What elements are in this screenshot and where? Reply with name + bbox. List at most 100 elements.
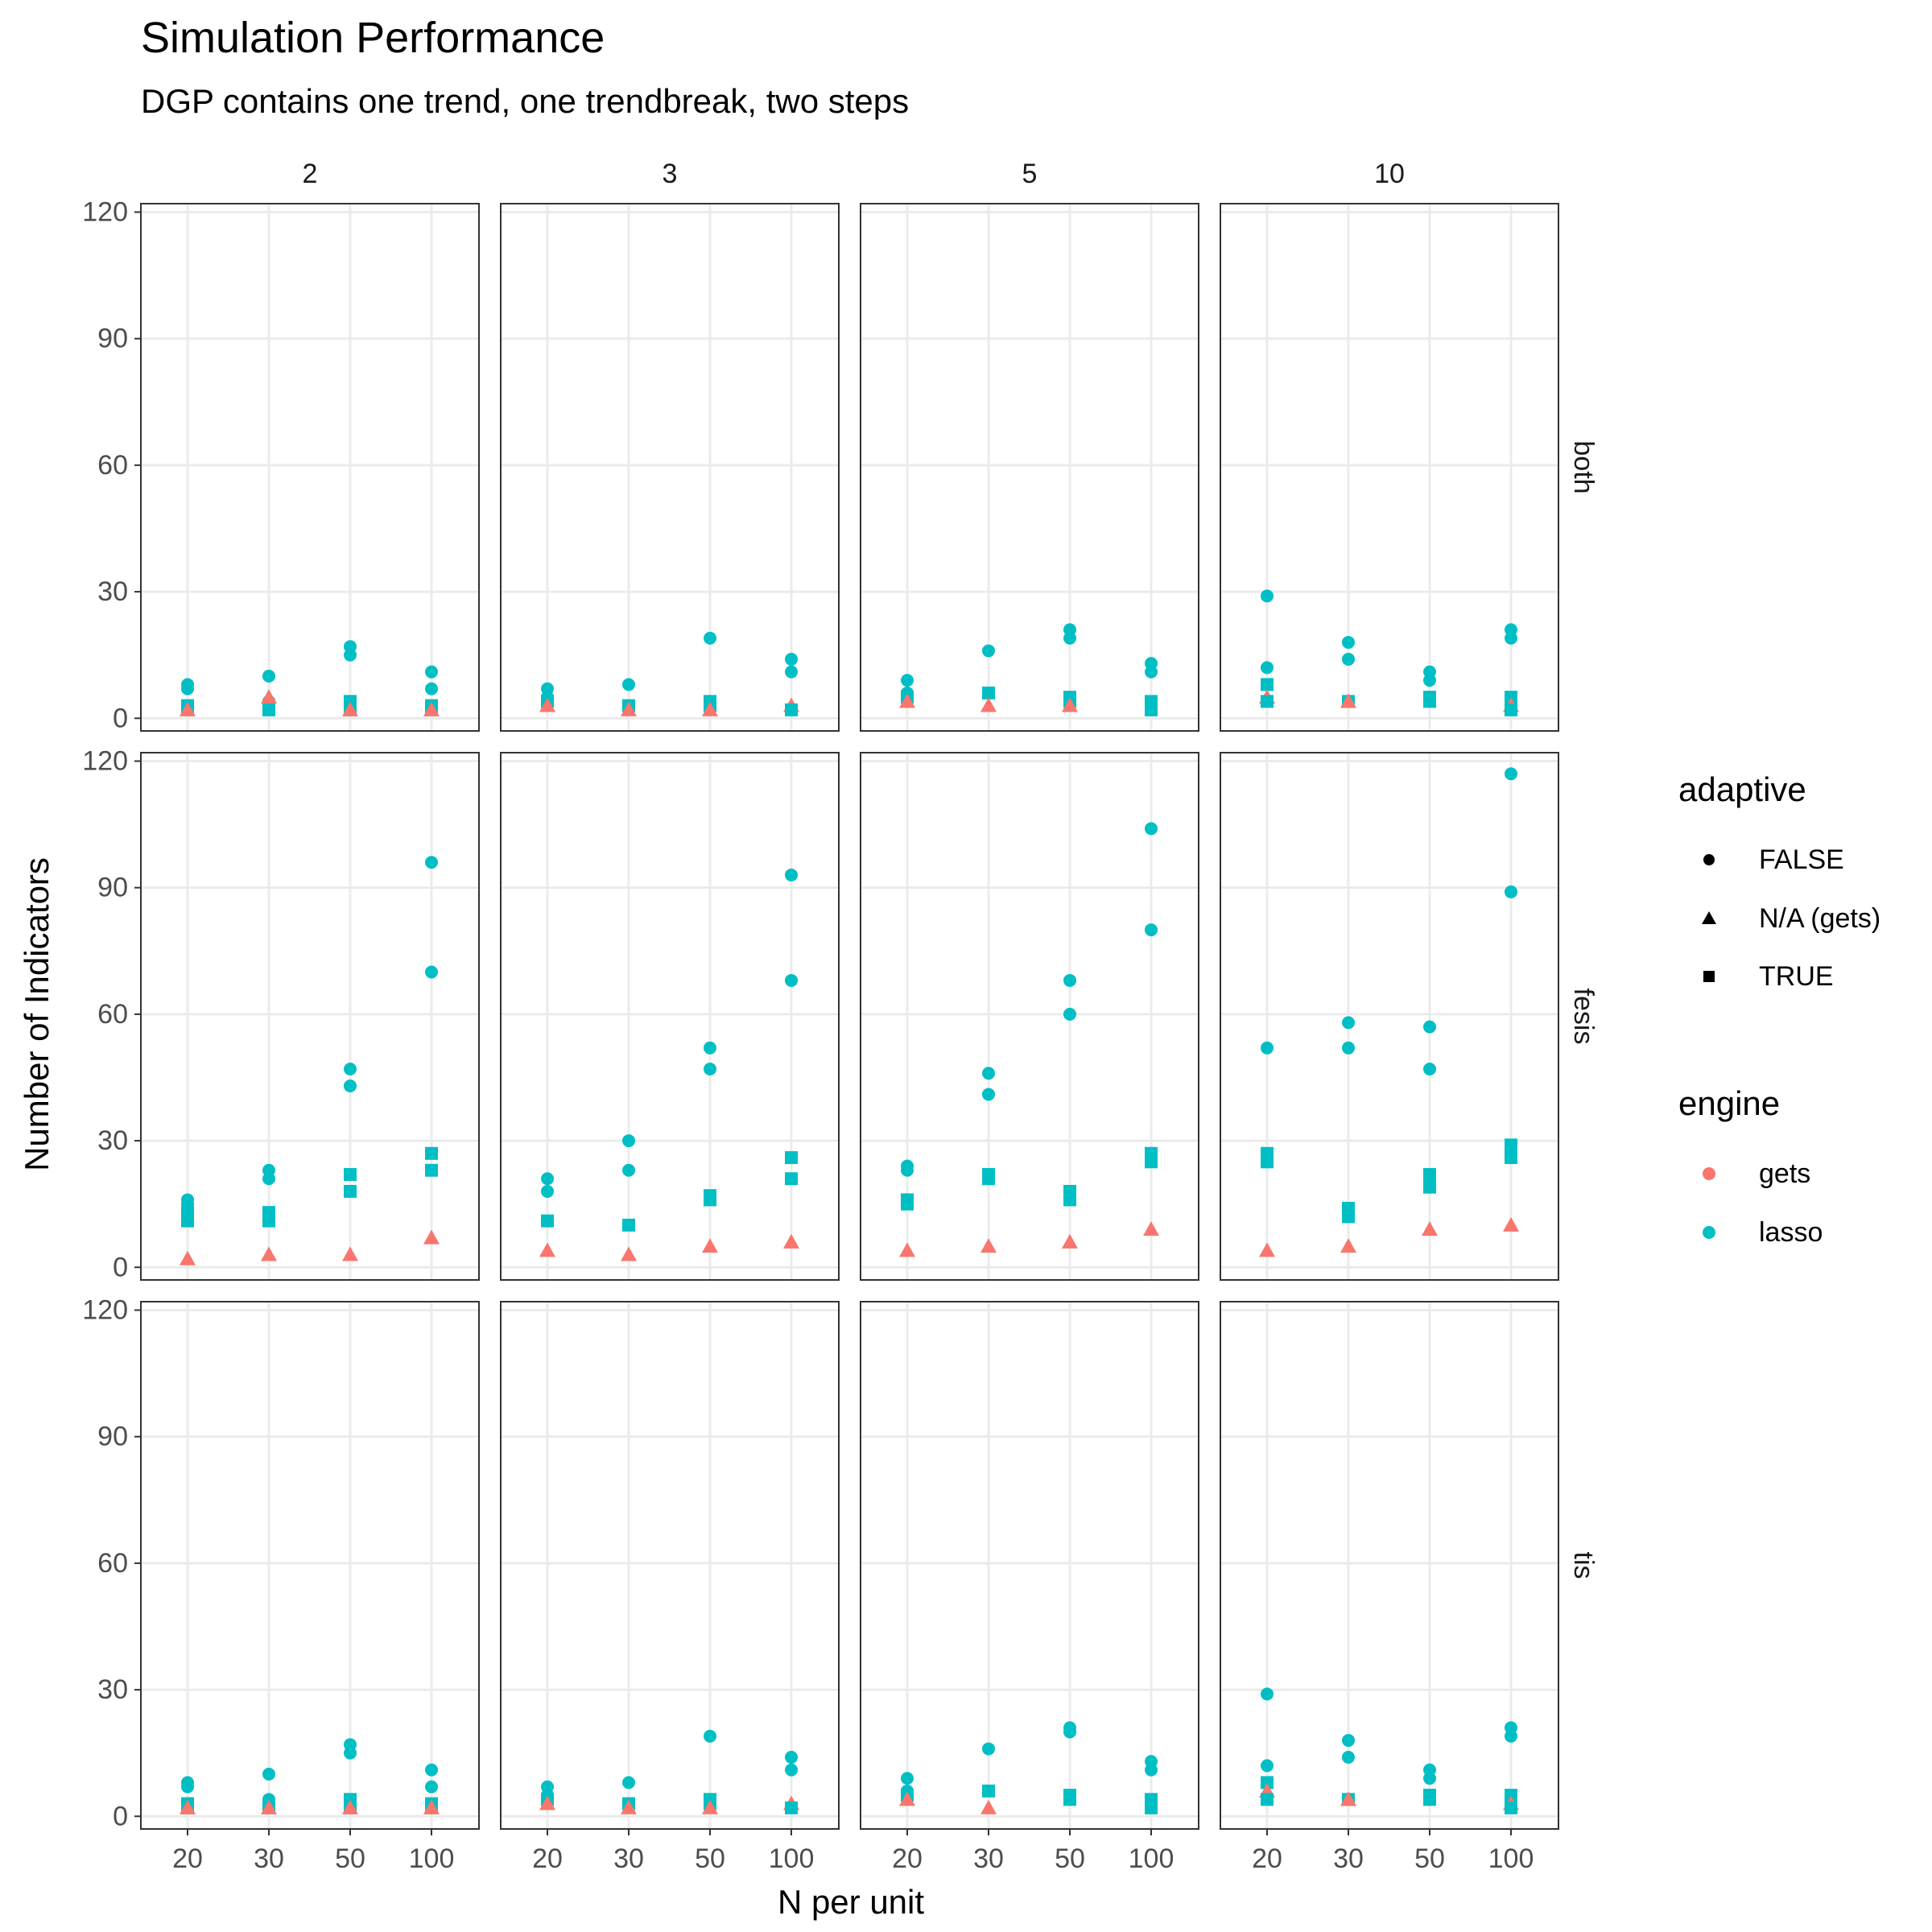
data-point — [1505, 631, 1517, 645]
data-point — [1261, 661, 1274, 675]
facet-panels: 2 3 5 10 both fesis tis 0 30 60 90 120 0 30 60 90 120 0 30… — [82, 159, 1599, 1874]
data-point — [1342, 652, 1355, 666]
data-point — [344, 1184, 357, 1198]
legend-key — [1703, 971, 1715, 982]
panel-border — [500, 752, 840, 1281]
panel-tis-5: 20 30 50 100 — [860, 1301, 1199, 1874]
data-point — [622, 678, 635, 691]
legend: adaptive FALSE N/A (gets) TRUE engine gets las… — [1678, 770, 1880, 1248]
data-point — [899, 1791, 915, 1806]
data-point — [1063, 631, 1076, 645]
panel-border — [140, 203, 480, 732]
legend-label: TRUE — [1759, 961, 1834, 992]
data-point — [181, 1214, 194, 1228]
facet-column-label: 5 — [1022, 159, 1038, 189]
data-point — [425, 1763, 438, 1777]
data-point — [901, 1163, 914, 1177]
x-tick-label: 20 — [1252, 1843, 1282, 1874]
data-point — [262, 1767, 275, 1781]
data-point — [1261, 589, 1274, 603]
data-point — [982, 1742, 995, 1756]
data-point — [901, 674, 914, 687]
data-point — [899, 693, 915, 708]
data-point — [541, 1184, 554, 1198]
panel-border — [860, 203, 1199, 732]
data-point — [1145, 1155, 1158, 1169]
panel-tis-2: 0 30 60 90 120 20 30 50 100 — [82, 1294, 480, 1874]
data-point — [622, 1163, 635, 1177]
data-point — [704, 1041, 716, 1055]
data-point — [1423, 1772, 1436, 1785]
panel-border — [1220, 752, 1559, 1281]
y-tick-label: 30 — [97, 1125, 128, 1156]
data-point — [704, 1729, 716, 1743]
x-tick-label: 20 — [532, 1843, 563, 1874]
y-tick-label: 30 — [97, 1674, 128, 1705]
data-point — [1503, 1216, 1519, 1232]
data-point — [425, 1780, 438, 1794]
data-point — [785, 1801, 798, 1814]
data-point — [1505, 1729, 1517, 1743]
data-point — [262, 1214, 275, 1228]
data-point — [1342, 1041, 1355, 1055]
data-point — [785, 1763, 798, 1777]
legend-label: lasso — [1759, 1217, 1823, 1248]
data-point — [1063, 1725, 1076, 1739]
data-point — [425, 1163, 438, 1177]
data-point — [261, 1799, 277, 1814]
data-point — [1505, 767, 1517, 781]
data-point — [982, 1088, 995, 1101]
data-point — [425, 682, 438, 696]
y-axis-title: Number of Indicators — [18, 857, 56, 1171]
data-point — [261, 1246, 277, 1261]
panel-border — [1220, 1301, 1559, 1830]
data-point — [1261, 1759, 1274, 1773]
data-point — [342, 701, 358, 716]
data-point — [262, 1172, 275, 1186]
data-point — [1505, 703, 1517, 716]
data-point — [1505, 1801, 1517, 1814]
data-point — [899, 1242, 915, 1257]
data-point — [423, 701, 440, 716]
data-point — [1422, 1221, 1438, 1236]
data-point — [539, 1242, 555, 1257]
y-tick-label: 60 — [97, 450, 128, 481]
legend-key — [1702, 911, 1716, 924]
data-point — [1143, 1221, 1159, 1236]
data-point — [621, 701, 637, 716]
data-point — [541, 1214, 554, 1228]
x-tick-label: 100 — [1129, 1843, 1174, 1874]
panel-border — [860, 752, 1199, 1281]
panel-tis-10: 20 30 50 100 — [1220, 1301, 1559, 1874]
data-point — [621, 1246, 637, 1261]
data-point — [1062, 697, 1078, 712]
data-point — [344, 1063, 357, 1075]
facet-column-label: 10 — [1374, 159, 1405, 189]
data-point — [982, 1067, 995, 1080]
data-point — [262, 669, 275, 683]
x-tick-label: 30 — [973, 1843, 1004, 1874]
data-point — [1423, 1063, 1436, 1075]
data-point — [704, 1193, 716, 1207]
x-tick-label: 30 — [1333, 1843, 1364, 1874]
y-tick-label: 120 — [82, 745, 128, 776]
data-point — [704, 1063, 716, 1075]
x-tick-label: 30 — [613, 1843, 644, 1874]
legend-title: engine — [1678, 1084, 1780, 1122]
data-point — [1145, 822, 1158, 836]
data-point — [539, 697, 555, 712]
data-point — [1423, 674, 1436, 687]
data-point — [785, 868, 798, 881]
data-point — [1063, 1793, 1076, 1806]
data-point — [1145, 703, 1158, 716]
panel-fesis-3 — [500, 752, 840, 1281]
legend-label: FALSE — [1759, 844, 1844, 875]
data-point — [344, 1746, 357, 1760]
panel-border — [500, 203, 840, 732]
data-point — [1261, 1041, 1274, 1055]
data-point — [1342, 635, 1355, 649]
data-point — [1145, 923, 1158, 937]
data-point — [262, 703, 275, 716]
data-point — [785, 665, 798, 679]
